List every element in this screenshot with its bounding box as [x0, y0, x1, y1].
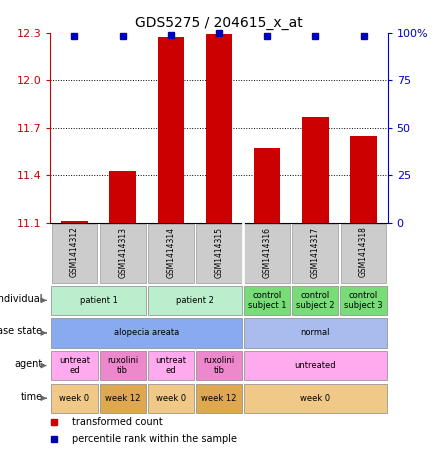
- Text: control
subject 3: control subject 3: [344, 291, 383, 310]
- Bar: [148, 351, 194, 380]
- Text: untreated: untreated: [294, 361, 336, 370]
- Text: GSM1414317: GSM1414317: [311, 226, 320, 278]
- Bar: [148, 384, 194, 413]
- Bar: [148, 286, 242, 315]
- Bar: [206, 34, 232, 223]
- Text: untreat
ed: untreat ed: [155, 356, 186, 375]
- Text: normal: normal: [300, 328, 330, 337]
- Text: untreat
ed: untreat ed: [59, 356, 90, 375]
- Text: ruxolini
tib: ruxolini tib: [107, 356, 138, 375]
- Bar: [292, 286, 339, 315]
- Text: GSM1414315: GSM1414315: [215, 226, 223, 278]
- Bar: [52, 224, 97, 283]
- Bar: [302, 116, 328, 223]
- Text: week 0: week 0: [156, 394, 186, 403]
- Bar: [158, 37, 184, 223]
- Text: week 12: week 12: [105, 394, 140, 403]
- Bar: [99, 351, 146, 380]
- Text: week 0: week 0: [300, 394, 330, 403]
- Text: agent: agent: [14, 359, 42, 369]
- Text: control
subject 1: control subject 1: [248, 291, 286, 310]
- Bar: [244, 351, 387, 380]
- Text: GSM1414312: GSM1414312: [70, 226, 79, 277]
- Bar: [340, 286, 387, 315]
- Bar: [196, 351, 242, 380]
- Bar: [51, 286, 146, 315]
- Bar: [196, 224, 242, 283]
- Bar: [51, 318, 242, 347]
- Bar: [254, 148, 280, 223]
- Text: patient 1: patient 1: [80, 296, 117, 305]
- Bar: [350, 135, 377, 223]
- Text: ruxolini
tib: ruxolini tib: [203, 356, 235, 375]
- Bar: [110, 170, 136, 223]
- Text: disease state: disease state: [0, 326, 42, 336]
- Bar: [148, 224, 194, 283]
- Text: GSM1414318: GSM1414318: [359, 226, 368, 277]
- Bar: [244, 286, 290, 315]
- Text: patient 2: patient 2: [176, 296, 214, 305]
- Bar: [244, 384, 387, 413]
- Text: week 0: week 0: [60, 394, 89, 403]
- Bar: [196, 384, 242, 413]
- Text: alopecia areata: alopecia areata: [114, 328, 179, 337]
- Text: GSM1414313: GSM1414313: [118, 226, 127, 278]
- Bar: [293, 224, 338, 283]
- Bar: [61, 221, 88, 223]
- Bar: [100, 224, 145, 283]
- Bar: [51, 351, 98, 380]
- Bar: [244, 318, 387, 347]
- Bar: [341, 224, 386, 283]
- Text: time: time: [20, 391, 42, 401]
- Text: GSM1414316: GSM1414316: [263, 226, 272, 278]
- Text: percentile rank within the sample: percentile rank within the sample: [72, 434, 237, 444]
- Text: GSM1414314: GSM1414314: [166, 226, 175, 278]
- Bar: [51, 384, 98, 413]
- Text: individual: individual: [0, 294, 42, 304]
- Bar: [99, 384, 146, 413]
- Bar: [244, 224, 290, 283]
- Text: transformed count: transformed count: [72, 417, 163, 427]
- Text: control
subject 2: control subject 2: [296, 291, 335, 310]
- Text: week 12: week 12: [201, 394, 237, 403]
- Title: GDS5275 / 204615_x_at: GDS5275 / 204615_x_at: [135, 16, 303, 30]
